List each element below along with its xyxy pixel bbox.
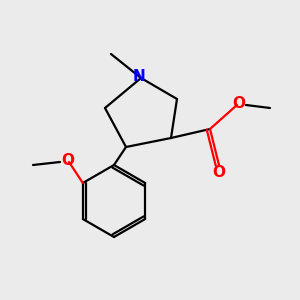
Text: O: O [61,153,74,168]
Text: O: O [212,165,226,180]
Text: O: O [232,96,245,111]
Text: N: N [133,69,146,84]
